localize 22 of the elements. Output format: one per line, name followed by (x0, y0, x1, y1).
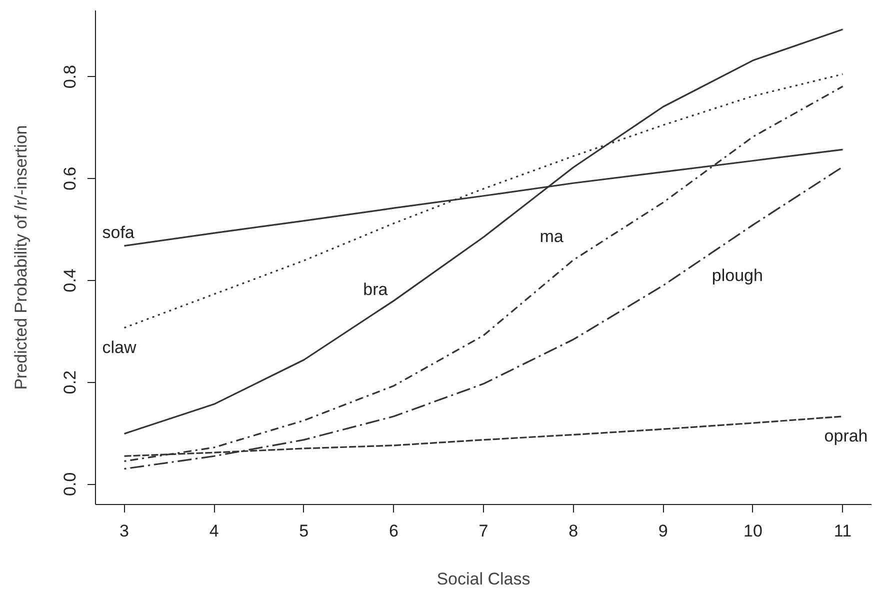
y-axis-title: Predicted Probability of /r/-insertion (12, 125, 30, 390)
x-tick-label: 10 (743, 522, 762, 540)
x-tick-label: 8 (568, 522, 578, 540)
series-label: claw (102, 338, 137, 357)
x-axis-title: Social Class (436, 570, 530, 588)
series-label: bra (363, 280, 388, 299)
y-tick-label: 0.6 (60, 166, 80, 190)
x-tick-label: 3 (120, 522, 129, 540)
x-tick-label: 9 (658, 522, 668, 540)
series-label: plough (712, 266, 763, 285)
x-tick-label: 11 (834, 522, 852, 540)
series-label: sofa (102, 222, 135, 242)
series-label: ma (540, 227, 564, 246)
y-tick-label: 0.4 (60, 268, 80, 292)
series-label: oprah (824, 426, 868, 446)
x-tick-label: 4 (209, 522, 219, 540)
x-tick-label: 5 (299, 522, 309, 540)
y-tick-label: 0.8 (60, 64, 80, 89)
y-tick-label: 0.0 (60, 472, 80, 496)
x-tick-label: 6 (388, 522, 398, 540)
x-tick-label: 7 (478, 522, 488, 540)
y-tick-label: 0.2 (60, 370, 80, 394)
